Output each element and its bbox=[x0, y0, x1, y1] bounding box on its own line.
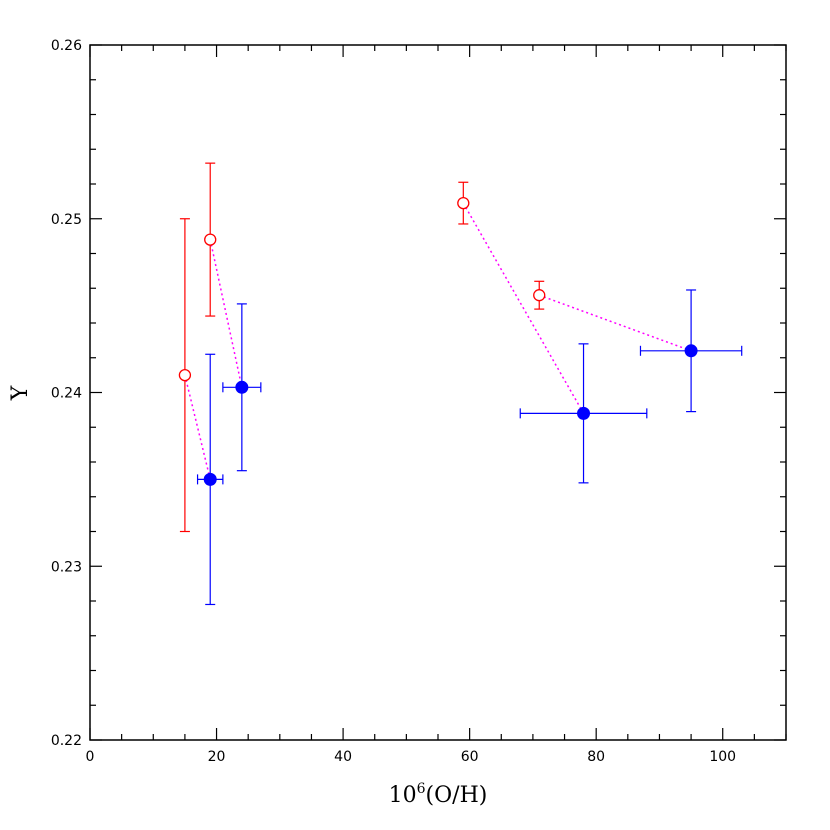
x-tick-label: 20 bbox=[208, 749, 226, 765]
y-tick-label: 0.25 bbox=[51, 212, 82, 228]
data-point-open bbox=[457, 196, 470, 210]
data-point-filled bbox=[684, 344, 698, 358]
x-tick-label: 0 bbox=[86, 749, 95, 765]
y-tick-label: 0.26 bbox=[51, 38, 82, 54]
data-point-filled bbox=[235, 380, 249, 394]
connector-line bbox=[462, 202, 585, 414]
data-point-open bbox=[178, 368, 192, 382]
connector-line bbox=[209, 239, 243, 388]
x-tick-label: 40 bbox=[334, 749, 352, 765]
y-tick-label: 0.23 bbox=[51, 559, 82, 575]
data-point-open bbox=[533, 289, 546, 302]
error-bars bbox=[179, 162, 743, 606]
x-tick-label: 100 bbox=[709, 749, 736, 765]
y-tick-label: 0.22 bbox=[51, 733, 82, 749]
data-point-open bbox=[204, 233, 217, 246]
axis-tick-labels: 0 20 40 60 80 100 0.22 0.23 0.24 0.25 0.26 bbox=[51, 38, 736, 765]
y-tick-label: 0.24 bbox=[51, 386, 82, 402]
y-axis-title: Y bbox=[8, 385, 33, 401]
x-tick-label: 80 bbox=[587, 749, 605, 765]
connector-line bbox=[184, 374, 211, 480]
x-tick-label: 60 bbox=[461, 749, 479, 765]
data-markers bbox=[178, 196, 698, 486]
connector-lines bbox=[184, 202, 692, 480]
plot-frame bbox=[89, 44, 787, 741]
data-point-filled bbox=[203, 472, 217, 486]
axis-ticks bbox=[89, 44, 787, 741]
x-axis-title: 106(O/H) bbox=[389, 781, 488, 808]
connector-line bbox=[538, 294, 692, 352]
data-point-filled bbox=[577, 406, 591, 420]
